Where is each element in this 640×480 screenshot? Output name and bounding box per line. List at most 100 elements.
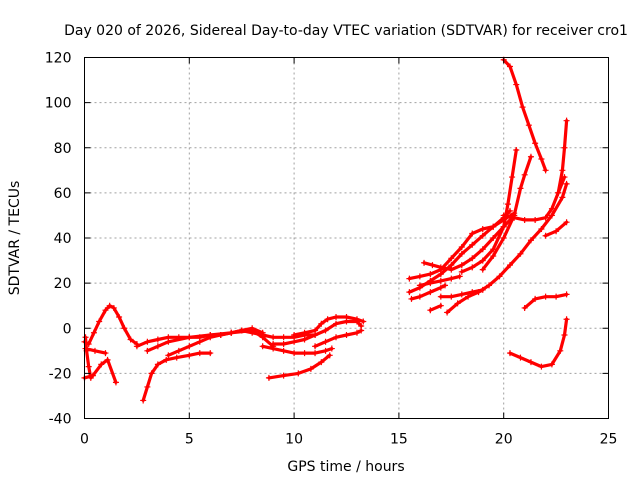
data-point-marker bbox=[561, 332, 568, 339]
data-point-marker bbox=[112, 379, 119, 386]
data-point-marker bbox=[91, 347, 98, 354]
data-point-marker bbox=[490, 223, 497, 230]
data-point-marker bbox=[542, 214, 549, 221]
data-point-marker bbox=[513, 81, 520, 88]
data-point-marker bbox=[343, 332, 350, 339]
data-point-marker bbox=[553, 293, 560, 300]
series-line bbox=[508, 317, 569, 369]
series-line bbox=[82, 304, 139, 346]
data-point-marker bbox=[437, 293, 444, 300]
data-point-marker bbox=[333, 334, 340, 341]
data-point-marker bbox=[563, 291, 570, 298]
data-point-marker bbox=[406, 275, 413, 282]
data-point-marker bbox=[444, 309, 451, 316]
data-point-marker bbox=[548, 361, 555, 368]
data-point-marker bbox=[312, 327, 319, 334]
data-point-marker bbox=[429, 262, 436, 269]
data-point-marker bbox=[238, 327, 245, 334]
data-point-marker bbox=[559, 194, 566, 201]
y-tick-label: 20 bbox=[54, 276, 72, 292]
data-point-marker bbox=[563, 117, 570, 124]
data-point-marker bbox=[408, 295, 415, 302]
data-point-marker bbox=[538, 156, 545, 163]
data-point-marker bbox=[106, 302, 113, 309]
series-layer bbox=[81, 56, 570, 404]
data-point-marker bbox=[448, 255, 455, 262]
data-point-marker bbox=[479, 286, 486, 293]
series-s19 bbox=[427, 302, 444, 314]
series-s27 bbox=[521, 291, 570, 311]
data-point-marker bbox=[469, 255, 476, 262]
data-point-marker bbox=[500, 235, 507, 241]
series-line bbox=[556, 119, 569, 195]
data-point-marker bbox=[427, 289, 434, 296]
data-point-marker bbox=[542, 293, 549, 300]
data-point-marker bbox=[116, 313, 123, 320]
data-point-marker bbox=[553, 228, 560, 235]
series-s29 bbox=[542, 219, 570, 239]
data-point-marker bbox=[525, 122, 532, 129]
series-s4 bbox=[82, 334, 94, 381]
data-point-marker bbox=[280, 347, 287, 354]
data-point-marker bbox=[486, 282, 493, 289]
data-point-marker bbox=[144, 347, 151, 354]
data-point-marker bbox=[270, 334, 277, 341]
y-tick-label: 0 bbox=[63, 321, 72, 337]
data-point-marker bbox=[280, 334, 287, 341]
data-point-marker bbox=[406, 289, 413, 296]
data-point-marker bbox=[448, 293, 455, 300]
data-point-marker bbox=[280, 341, 287, 348]
data-point-marker bbox=[144, 338, 151, 345]
data-point-marker bbox=[163, 356, 170, 363]
data-point-marker bbox=[517, 185, 524, 192]
data-point-marker bbox=[301, 336, 308, 343]
data-point-marker bbox=[343, 313, 350, 320]
y-tick-label: -40 bbox=[49, 412, 72, 428]
data-point-marker bbox=[102, 350, 109, 357]
data-point-marker bbox=[98, 361, 105, 368]
data-point-marker bbox=[542, 232, 549, 239]
data-point-marker bbox=[479, 266, 486, 273]
data-point-marker bbox=[458, 291, 465, 298]
data-point-marker bbox=[563, 180, 570, 187]
data-point-marker bbox=[307, 365, 314, 372]
chart-title: Day 020 of 2026, Sidereal Day-to-day VTE… bbox=[64, 23, 628, 39]
data-point-marker bbox=[322, 347, 329, 354]
data-point-marker bbox=[527, 153, 534, 160]
series-line bbox=[267, 353, 332, 380]
data-point-marker bbox=[448, 266, 455, 273]
y-axis-title: SDTVAR / TECUs bbox=[7, 181, 23, 296]
data-point-marker bbox=[175, 347, 182, 354]
data-point-marker bbox=[312, 350, 319, 357]
data-point-marker bbox=[87, 374, 94, 381]
data-point-marker bbox=[517, 354, 524, 361]
data-point-marker bbox=[322, 338, 329, 345]
data-point-marker bbox=[496, 273, 503, 280]
data-point-marker bbox=[259, 343, 266, 350]
data-point-marker bbox=[521, 304, 528, 311]
data-point-marker bbox=[421, 259, 428, 266]
data-point-marker bbox=[500, 212, 507, 219]
data-point-marker bbox=[437, 277, 444, 284]
data-point-marker bbox=[427, 307, 434, 314]
data-point-marker bbox=[173, 354, 180, 361]
data-point-marker bbox=[527, 359, 534, 366]
data-point-marker bbox=[490, 246, 497, 253]
data-point-marker bbox=[442, 282, 449, 289]
x-tick-label: 15 bbox=[390, 432, 408, 448]
data-point-marker bbox=[186, 352, 193, 359]
data-point-marker bbox=[437, 302, 444, 309]
data-point-marker bbox=[416, 293, 423, 300]
data-point-marker bbox=[207, 334, 214, 341]
data-point-marker bbox=[458, 262, 465, 269]
data-point-marker bbox=[563, 316, 570, 323]
data-point-marker bbox=[437, 264, 444, 271]
data-point-marker bbox=[456, 273, 463, 280]
data-point-marker bbox=[427, 271, 434, 278]
data-point-marker bbox=[532, 295, 539, 302]
data-point-marker bbox=[328, 345, 335, 352]
data-point-marker bbox=[538, 363, 545, 370]
data-point-marker bbox=[133, 343, 140, 350]
data-point-marker bbox=[217, 332, 224, 339]
